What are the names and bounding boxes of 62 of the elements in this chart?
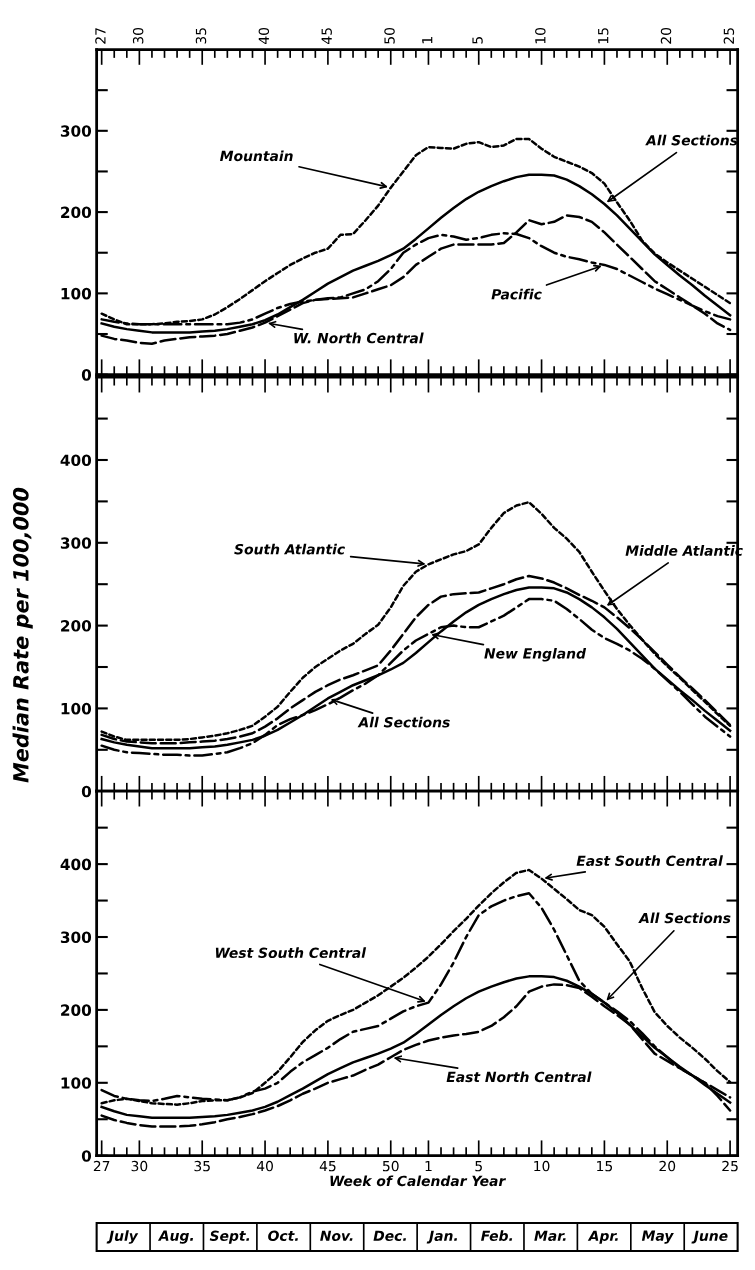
y-tick-label: 200 [61, 206, 92, 219]
annotation: W. North Central [294, 332, 424, 344]
x-tick-label: 30 [131, 1160, 148, 1172]
y-tick-label: 300 [60, 537, 92, 549]
text: Apr. [587, 1230, 618, 1244]
y-tick-label: 0 [81, 369, 92, 381]
x-tick-label: 45 [319, 1160, 336, 1172]
x-tick-label: 1 [422, 37, 433, 44]
annotation: All Sections [638, 912, 731, 924]
y-tick-label: 100 [61, 1077, 92, 1089]
text: June [691, 1230, 728, 1244]
y-axis-title: Median Rate per 100,000 [12, 487, 33, 783]
text: Oct. [268, 1230, 298, 1242]
annotation: All Sections [357, 716, 450, 728]
x-tick-label: 35 [195, 28, 207, 44]
x-tick-label: 1 [425, 1160, 432, 1172]
text: Sept. [209, 1230, 250, 1244]
x-tick-label: 40 [258, 27, 270, 44]
x-tick-label: 50 [382, 1160, 399, 1172]
x-tick-label: 15 [598, 28, 609, 44]
annotation: New England [484, 647, 587, 662]
x-tick-label: 20 [660, 27, 672, 44]
text: May [641, 1230, 674, 1244]
text: Nov. [320, 1230, 353, 1242]
y-tick-label: 300 [60, 931, 92, 944]
y-tick-label: 200 [61, 620, 92, 632]
x-tick-label: 40 [256, 1160, 273, 1172]
y-tick-label: 0 [81, 1150, 92, 1162]
x-axis-title: Week of Calendar Year [330, 1175, 507, 1187]
x-tick-label: 30 [132, 27, 144, 44]
x-tick-label: 10 [534, 1160, 550, 1172]
x-tick-label: 15 [597, 1160, 613, 1172]
x-tick-label: 25 [722, 1160, 738, 1172]
text: Feb. [481, 1230, 513, 1242]
x-tick-label: 50 [384, 27, 395, 44]
x-tick-label: 27 [93, 1160, 110, 1172]
y-tick-label: 400 [60, 454, 92, 467]
text: Mar. [534, 1230, 566, 1242]
x-tick-label: 10 [535, 27, 546, 44]
text: Aug. [157, 1230, 194, 1244]
x-tick-label: 45 [321, 28, 332, 44]
annotation: Mountain [220, 150, 293, 162]
y-tick-label: 0 [81, 785, 92, 798]
x-tick-label: 35 [194, 1160, 210, 1172]
y-tick-label: 400 [60, 858, 92, 871]
annotation: South Atlantic [234, 543, 345, 555]
annotation: Pacific [491, 288, 542, 300]
x-tick-label: 5 [472, 37, 483, 44]
annotation: East North Central [446, 1071, 592, 1083]
x-tick-label: 25 [723, 28, 735, 44]
y-tick-label: 300 [60, 125, 92, 137]
x-tick-label: 20 [659, 1160, 676, 1172]
y-tick-label: 100 [61, 287, 92, 300]
text: Jan. [426, 1230, 458, 1244]
text: July [106, 1230, 139, 1244]
y-tick-label: 100 [61, 702, 92, 715]
annotation: West South Central [215, 947, 367, 959]
x-tick-label: 5 [475, 1160, 482, 1172]
x-tick-label: 27 [95, 28, 106, 44]
annotation: East South Central [576, 855, 723, 867]
y-tick-label: 200 [61, 1004, 92, 1016]
text: Dec. [373, 1230, 406, 1242]
